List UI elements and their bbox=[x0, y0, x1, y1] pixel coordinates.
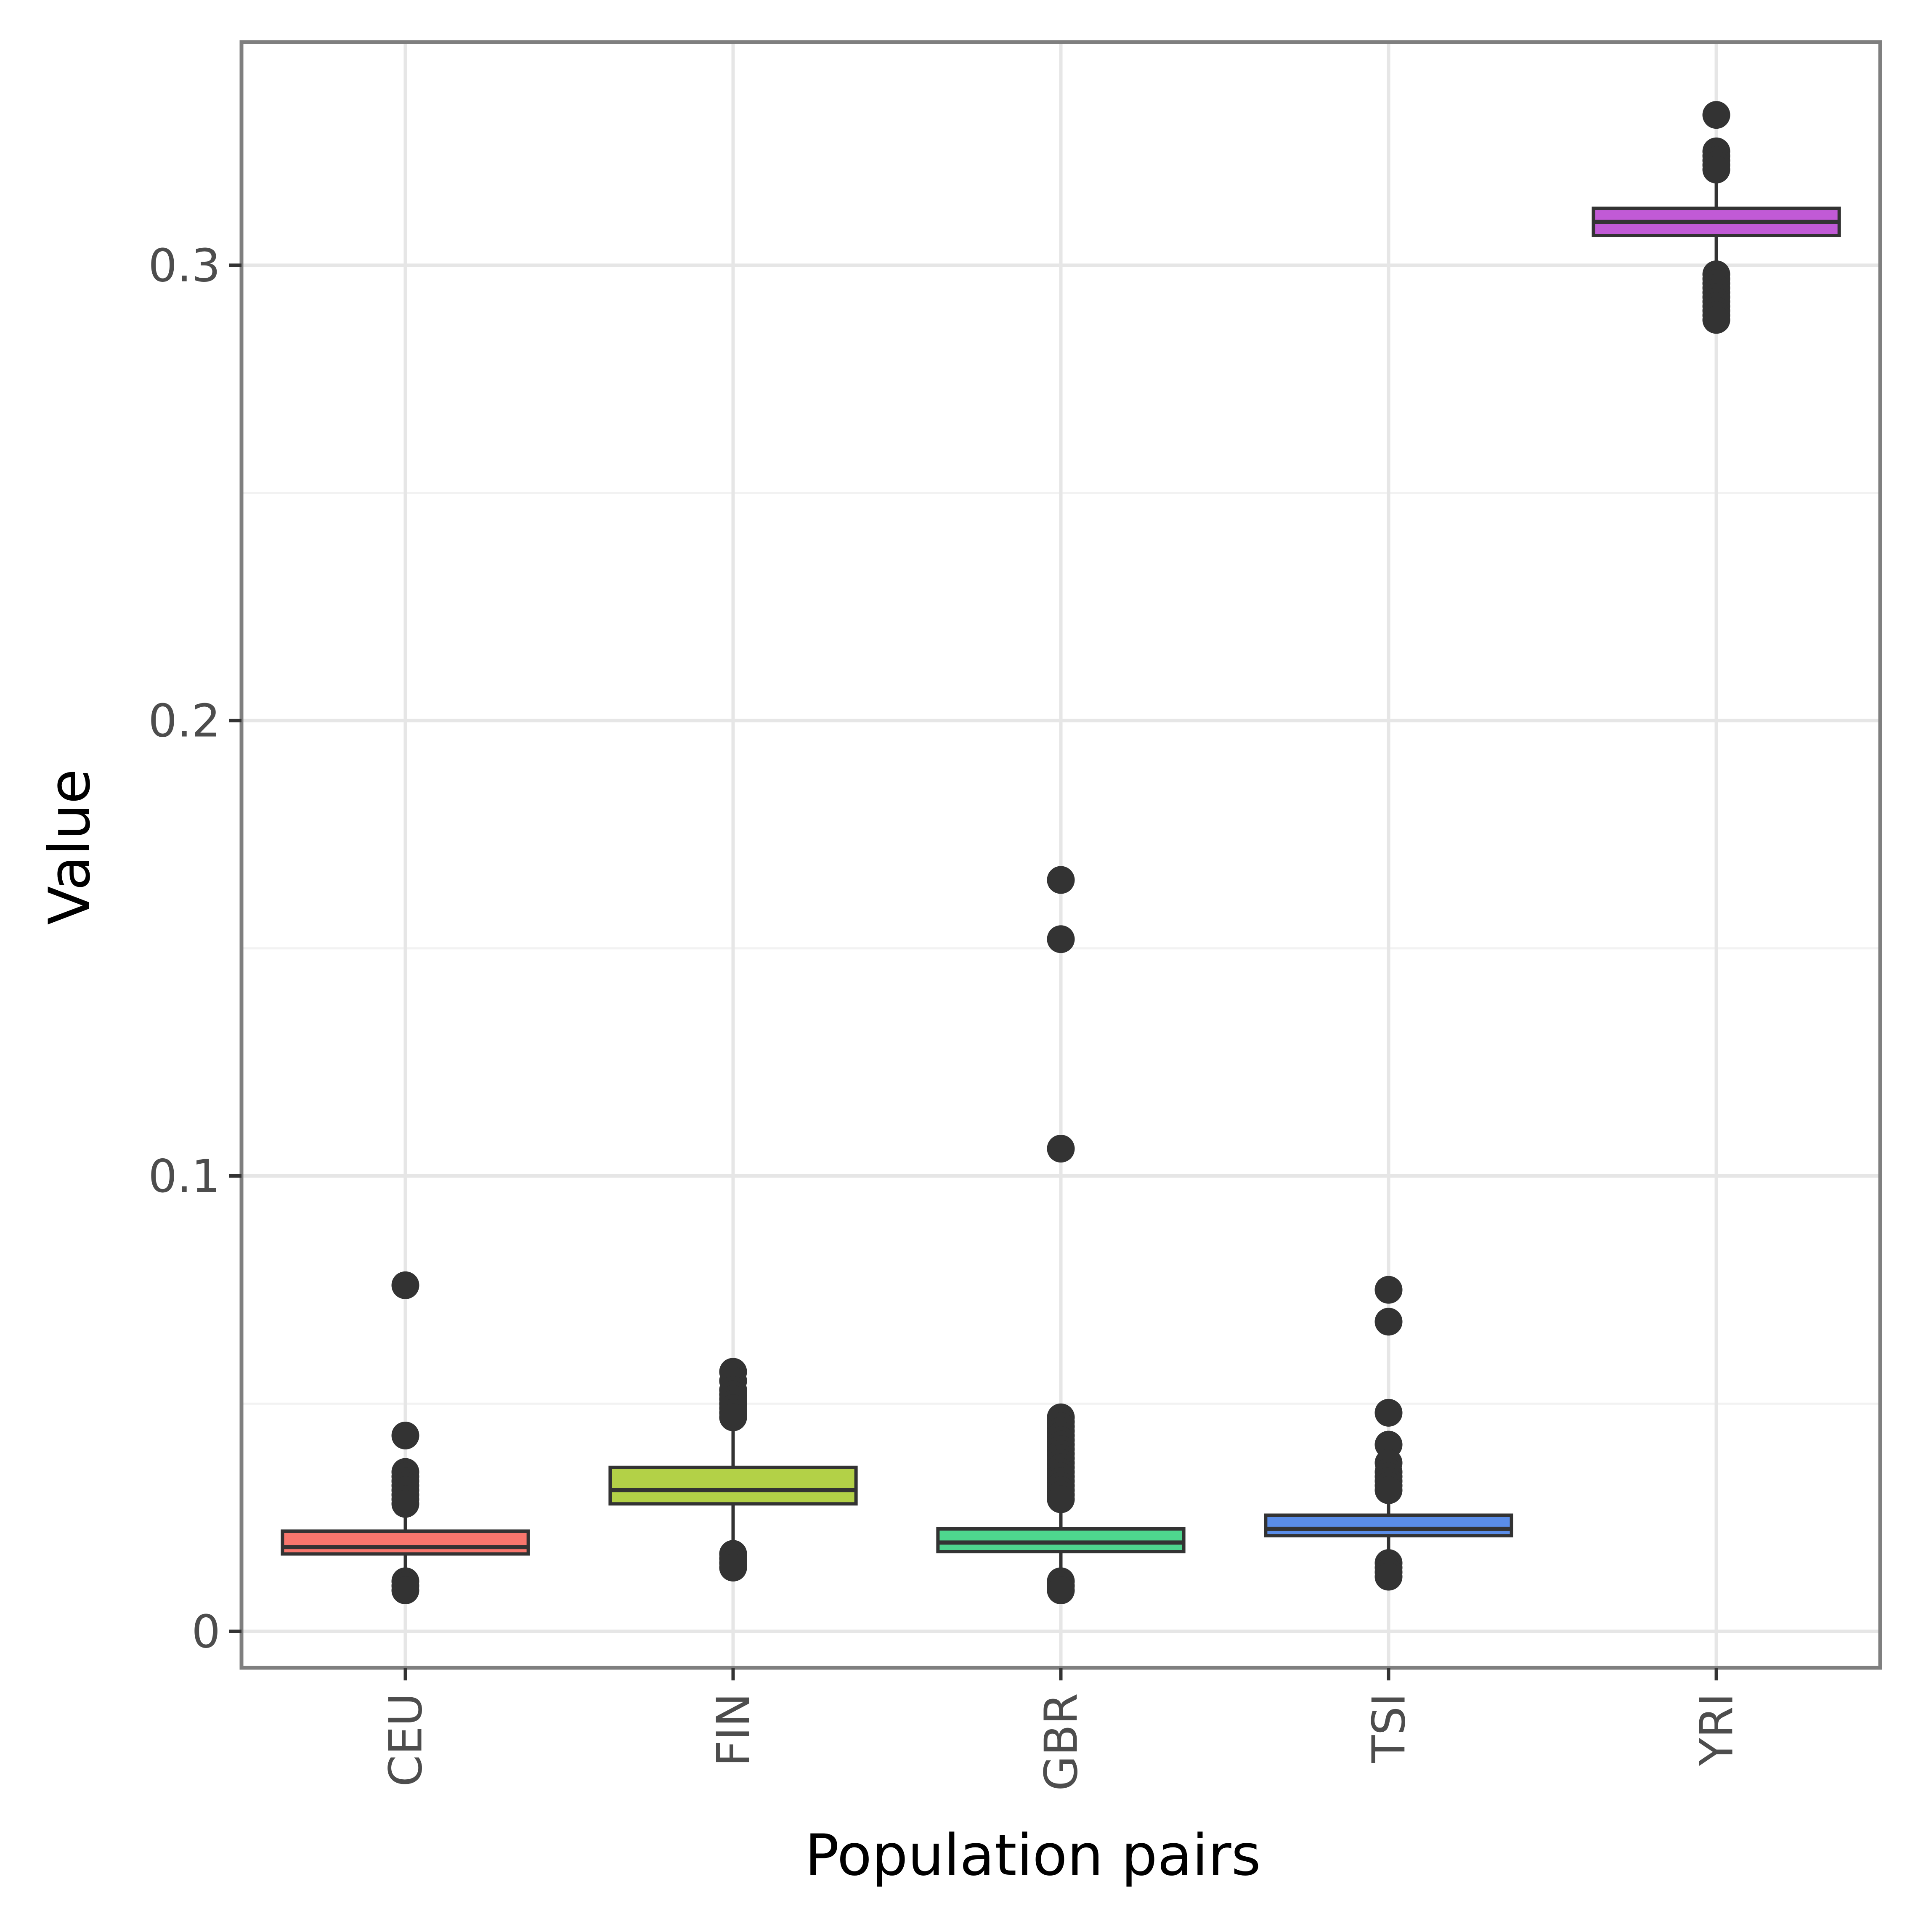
x-tick-label-fin: FIN bbox=[708, 1693, 760, 1767]
box-layer bbox=[281, 101, 1841, 1604]
y-tick-label: 0.3 bbox=[148, 239, 220, 292]
outlier-point-fin bbox=[719, 1553, 747, 1582]
y-tick-label: 0.2 bbox=[148, 695, 220, 748]
outlier-point-ceu bbox=[391, 1576, 419, 1604]
outlier-point-tsi bbox=[1374, 1308, 1403, 1336]
outlier-point-gbr bbox=[1047, 1485, 1075, 1513]
outlier-point-tsi bbox=[1374, 1276, 1403, 1304]
x-axis-title: Population pairs bbox=[805, 1822, 1261, 1888]
box-gbr bbox=[936, 1527, 1186, 1553]
outlier-point-tsi bbox=[1374, 1476, 1403, 1504]
x-tick-label-ceu: CEU bbox=[380, 1693, 432, 1787]
y-tick-label: 0.1 bbox=[148, 1150, 220, 1203]
y-axis-title: Value bbox=[37, 769, 103, 925]
outlier-point-gbr bbox=[1047, 1576, 1075, 1604]
outlier-point-gbr bbox=[1047, 866, 1075, 894]
outlier-point-yri bbox=[1702, 101, 1730, 129]
box-tsi bbox=[1264, 1513, 1513, 1538]
outlier-point-tsi bbox=[1374, 1563, 1403, 1591]
x-tick-label-yri: YRI bbox=[1691, 1693, 1743, 1766]
box-fin bbox=[608, 1465, 858, 1506]
outlier-point-gbr bbox=[1047, 925, 1075, 953]
box-ceu bbox=[281, 1529, 530, 1556]
x-tick-label-tsi: TSI bbox=[1363, 1693, 1416, 1763]
outlier-point-tsi bbox=[1374, 1399, 1403, 1427]
outlier-point-ceu bbox=[391, 1422, 419, 1449]
outlier-point-ceu bbox=[391, 1490, 419, 1518]
outlier-point-yri bbox=[1702, 306, 1730, 334]
outlier-point-gbr bbox=[1047, 1135, 1075, 1163]
y-tick-label: 0 bbox=[191, 1606, 220, 1658]
x-tick-label-gbr: GBR bbox=[1035, 1693, 1088, 1791]
axis-ticks: 0 0.1 0.2 0.3 CEU FIN GBR TSI YRI bbox=[148, 239, 1743, 1791]
outlier-point-ceu bbox=[391, 1271, 419, 1299]
outlier-point-yri bbox=[1702, 156, 1730, 184]
outlier-point-fin bbox=[719, 1403, 747, 1431]
